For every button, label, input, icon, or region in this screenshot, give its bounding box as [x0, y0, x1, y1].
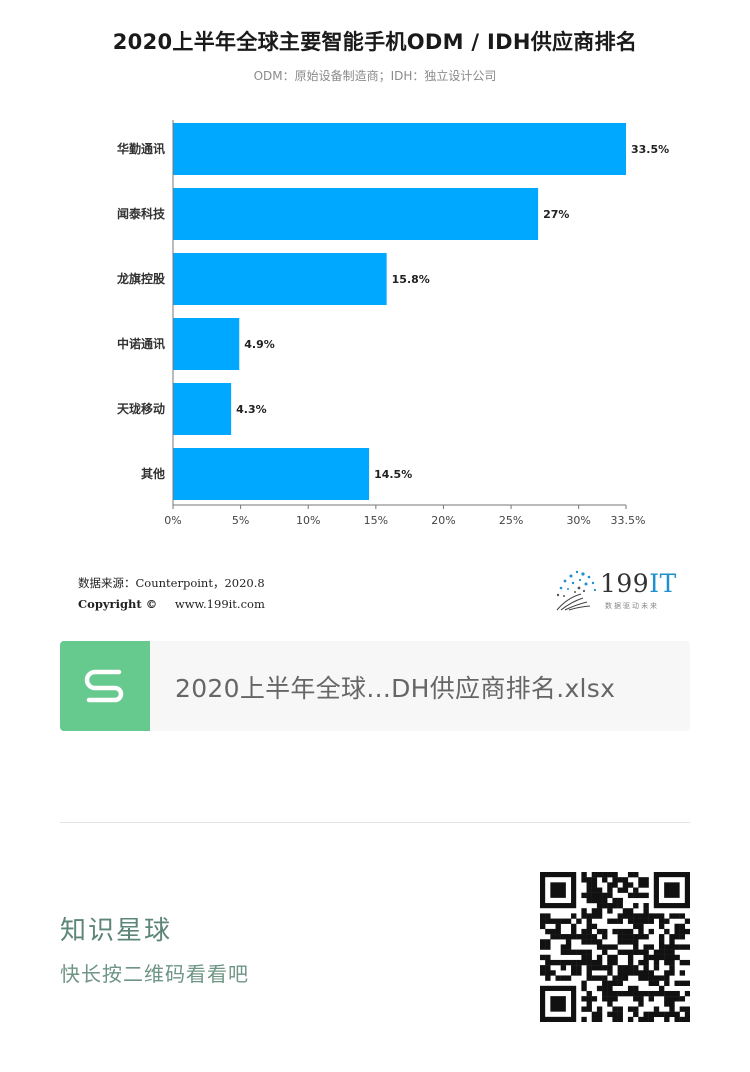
chart-subtitle: ODM：原始设备制造商；IDH：独立设计公司: [253, 69, 497, 83]
brand-letters: IT: [649, 569, 677, 598]
copyright-url[interactable]: www.199it.com: [174, 597, 265, 611]
value-label: 14.5%: [374, 468, 412, 481]
category-label: 中诺通讯: [117, 336, 165, 351]
category-label: 龙旗控股: [117, 271, 166, 286]
x-tick-label: 25%: [499, 514, 523, 527]
category-label: 华勤通讯: [117, 141, 165, 156]
value-label: 33.5%: [631, 143, 669, 156]
x-tick-label: 33.5%: [611, 514, 646, 527]
file-name: 2020上半年全球...DH供应商排名.xlsx: [175, 674, 616, 703]
brand-logo: 199IT 数据驱动未来: [553, 568, 683, 613]
brand-wordmark: 199IT: [600, 569, 677, 598]
bar-3: [173, 253, 387, 305]
copyright: Copyright © www.199it.com: [78, 597, 265, 611]
data-source: 数据来源：Counterpoint，2020.8: [78, 576, 265, 590]
x-tick-label: 30%: [566, 514, 590, 527]
planet-subtitle: 快长按二维码看看吧: [60, 962, 249, 986]
value-label: 15.8%: [392, 273, 430, 286]
category-label: 闻泰科技: [117, 206, 166, 221]
x-tick-label: 0%: [164, 514, 181, 527]
bar-6: [173, 448, 370, 500]
bar-2: [173, 188, 539, 240]
bar-5: [173, 383, 232, 435]
planet-title: 知识星球: [60, 916, 173, 946]
x-tick-label: 10%: [296, 514, 320, 527]
brand-number: 199: [600, 569, 650, 598]
value-label: 4.3%: [236, 403, 267, 416]
category-label: 天珑移动: [117, 401, 165, 416]
bar-1: [173, 123, 626, 175]
spreadsheet-s-icon: [60, 641, 150, 731]
x-tick-label: 5%: [232, 514, 249, 527]
value-label: 27%: [543, 208, 569, 221]
dandelion-dots-icon: [556, 570, 597, 611]
bar-chart: 华勤通讯 33.5% 闻泰科技 27% 龙旗控股 15.8% 中诺通讯 4.9% 天珑移动 4.3…: [117, 120, 669, 527]
bar-4: [173, 318, 240, 370]
value-label: 4.9%: [244, 338, 275, 351]
qr-code-icon[interactable]: [540, 872, 690, 1022]
brand-tagline: 数据驱动未来: [605, 602, 659, 610]
x-tick-label: 15%: [364, 514, 388, 527]
chart-title: 2020上半年全球主要智能手机ODM / IDH供应商排名: [112, 30, 638, 54]
divider: [60, 822, 690, 823]
attachment-card[interactable]: 2020上半年全球...DH供应商排名.xlsx: [60, 641, 690, 731]
copyright-label: Copyright ©: [78, 597, 158, 611]
category-label: 其他: [141, 466, 165, 481]
x-tick-label: 20%: [431, 514, 455, 527]
